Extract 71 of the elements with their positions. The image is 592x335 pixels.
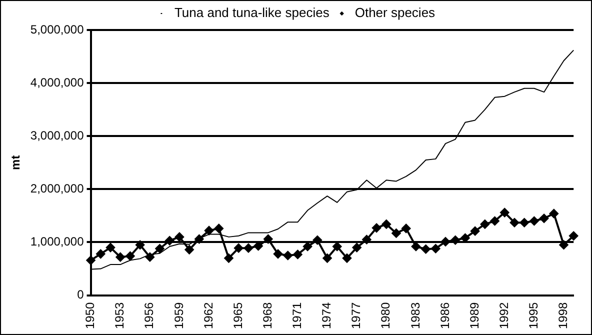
point bbox=[510, 218, 519, 228]
point bbox=[520, 218, 529, 228]
point bbox=[569, 231, 578, 240]
x-tick-label: 1998 bbox=[556, 302, 570, 330]
point bbox=[106, 243, 115, 252]
x-tick-label: 1995 bbox=[526, 302, 540, 330]
y-tick-label: 5,000,000 bbox=[30, 22, 84, 36]
point bbox=[293, 250, 302, 259]
point bbox=[234, 244, 244, 253]
point bbox=[194, 234, 204, 244]
point bbox=[174, 232, 184, 242]
x-tick-label: 1962 bbox=[201, 302, 216, 330]
point bbox=[450, 236, 460, 245]
point bbox=[382, 220, 391, 229]
y-tick-label: 0 bbox=[77, 288, 84, 302]
point bbox=[86, 256, 96, 265]
point bbox=[184, 245, 194, 254]
point bbox=[421, 244, 430, 254]
x-tick-label: 1992 bbox=[496, 302, 511, 330]
x-tick-label: 1974 bbox=[320, 302, 334, 330]
point bbox=[549, 209, 558, 218]
point bbox=[96, 249, 106, 258]
y-axis-title: mt bbox=[8, 155, 23, 170]
point bbox=[480, 220, 490, 229]
legend-label: Tuna and tuna-like species bbox=[174, 5, 330, 20]
point bbox=[214, 224, 224, 233]
y-tick-label: 3,000,000 bbox=[30, 128, 84, 142]
point bbox=[470, 226, 480, 236]
point bbox=[402, 224, 411, 233]
point bbox=[274, 249, 282, 258]
point bbox=[283, 251, 292, 260]
x-tick-label: 1956 bbox=[142, 302, 156, 330]
point bbox=[530, 216, 539, 226]
point bbox=[126, 252, 135, 261]
point bbox=[441, 237, 450, 246]
x-tick-label: 1983 bbox=[408, 302, 422, 330]
x-tick-label: 1959 bbox=[172, 302, 186, 330]
x-tick-label: 1950 bbox=[83, 302, 98, 330]
x-tick-label: 1977 bbox=[349, 302, 364, 330]
y-tick-label: 4,000,000 bbox=[30, 75, 84, 90]
x-tick-label: 1980 bbox=[378, 302, 393, 330]
point bbox=[540, 214, 549, 223]
x-tick-label: 1968 bbox=[260, 302, 274, 330]
x-tick-label: 1953 bbox=[112, 302, 127, 330]
x-tick-label: 1965 bbox=[230, 302, 245, 330]
legend-label: Other species bbox=[354, 5, 436, 20]
point bbox=[204, 226, 214, 236]
point bbox=[431, 244, 440, 254]
point bbox=[224, 254, 234, 263]
point bbox=[342, 254, 352, 263]
point bbox=[145, 252, 154, 262]
point bbox=[500, 208, 510, 218]
y-tick-label: 1,000,000 bbox=[30, 234, 84, 249]
point bbox=[312, 236, 322, 245]
point bbox=[165, 236, 174, 246]
point bbox=[372, 223, 382, 232]
point bbox=[352, 243, 362, 252]
point bbox=[392, 228, 401, 238]
point bbox=[155, 244, 164, 254]
y-tick-label: 2,000,000 bbox=[30, 181, 84, 196]
point bbox=[362, 235, 372, 244]
point bbox=[264, 234, 273, 244]
x-tick-label: 1989 bbox=[467, 302, 482, 330]
point bbox=[322, 254, 332, 263]
point bbox=[244, 244, 253, 253]
x-tick-label: 1986 bbox=[438, 302, 452, 330]
point bbox=[559, 240, 568, 250]
point bbox=[490, 216, 500, 226]
point bbox=[136, 240, 145, 250]
x-tick-label: 1971 bbox=[290, 302, 304, 330]
point bbox=[116, 252, 125, 262]
